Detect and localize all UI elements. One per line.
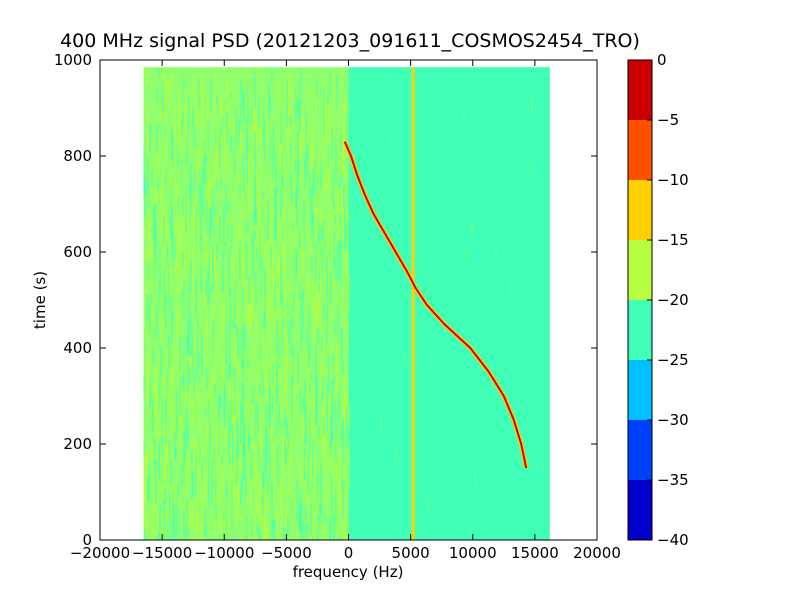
- x-tick-label: 20000: [573, 544, 621, 562]
- x-tick-label: −20000: [70, 544, 130, 562]
- colorbar-level-1: [628, 420, 652, 480]
- chart-title: 400 MHz signal PSD (20121203_091611_COSM…: [60, 30, 640, 52]
- x-tick-label: 5000: [392, 544, 430, 562]
- x-axis-label: frequency (Hz): [293, 563, 404, 581]
- colorbar-level-4: [628, 240, 652, 300]
- x-tick-label: 15000: [511, 544, 559, 562]
- colorbar-tick-label: −40: [657, 531, 689, 549]
- colorbar-tick-label: −5: [657, 111, 679, 129]
- y-axis: 0 200 400 600 800 1000: [54, 51, 597, 549]
- x-tick-label: −5000: [261, 544, 312, 562]
- spectrogram: [143, 67, 550, 540]
- x-tick-label: 0: [344, 544, 354, 562]
- noise-texture: [143, 67, 538, 540]
- colorbar-tick-label: −30: [657, 411, 689, 429]
- y-tick-label: 400: [63, 339, 92, 357]
- colorbar-tick-label: −35: [657, 471, 689, 489]
- x-tick-label: 10000: [449, 544, 497, 562]
- colorbar-tick-label: −20: [657, 291, 689, 309]
- colorbar-tick-label: −15: [657, 231, 689, 249]
- signal-trace: [343, 141, 528, 469]
- colorbar-level-0: [628, 480, 652, 540]
- x-tick-label: −15000: [132, 544, 192, 562]
- background-band-right: [348, 67, 550, 540]
- colorbar-level-6: [628, 120, 652, 180]
- colorbar-tick-label: 0: [657, 51, 667, 69]
- y-tick-label: 200: [63, 435, 92, 453]
- y-tick-label: 600: [63, 243, 92, 261]
- y-tick-label: 800: [63, 147, 92, 165]
- plot-area: [143, 67, 550, 540]
- vertical-line-0: [411, 67, 415, 540]
- x-axis: −20000 −15000 −10000 −5000 0 5000 10000 15000 20…: [70, 60, 621, 562]
- colorbar-level-7: [628, 60, 652, 120]
- x-tick-label: −10000: [194, 544, 254, 562]
- y-axis-label: time (s): [31, 271, 49, 329]
- colorbar-level-2: [628, 360, 652, 420]
- y-tick-label: 1000: [54, 51, 92, 69]
- colorbar-level-3: [628, 300, 652, 360]
- colorbar-tick-label: −10: [657, 171, 689, 189]
- colorbar: 0 −5 −10 −15 −20 −25 −30 −35 −40: [627, 51, 689, 549]
- colorbar-level-5: [628, 180, 652, 240]
- y-tick-label: 0: [82, 531, 92, 549]
- colorbar-tick-label: −25: [657, 351, 689, 369]
